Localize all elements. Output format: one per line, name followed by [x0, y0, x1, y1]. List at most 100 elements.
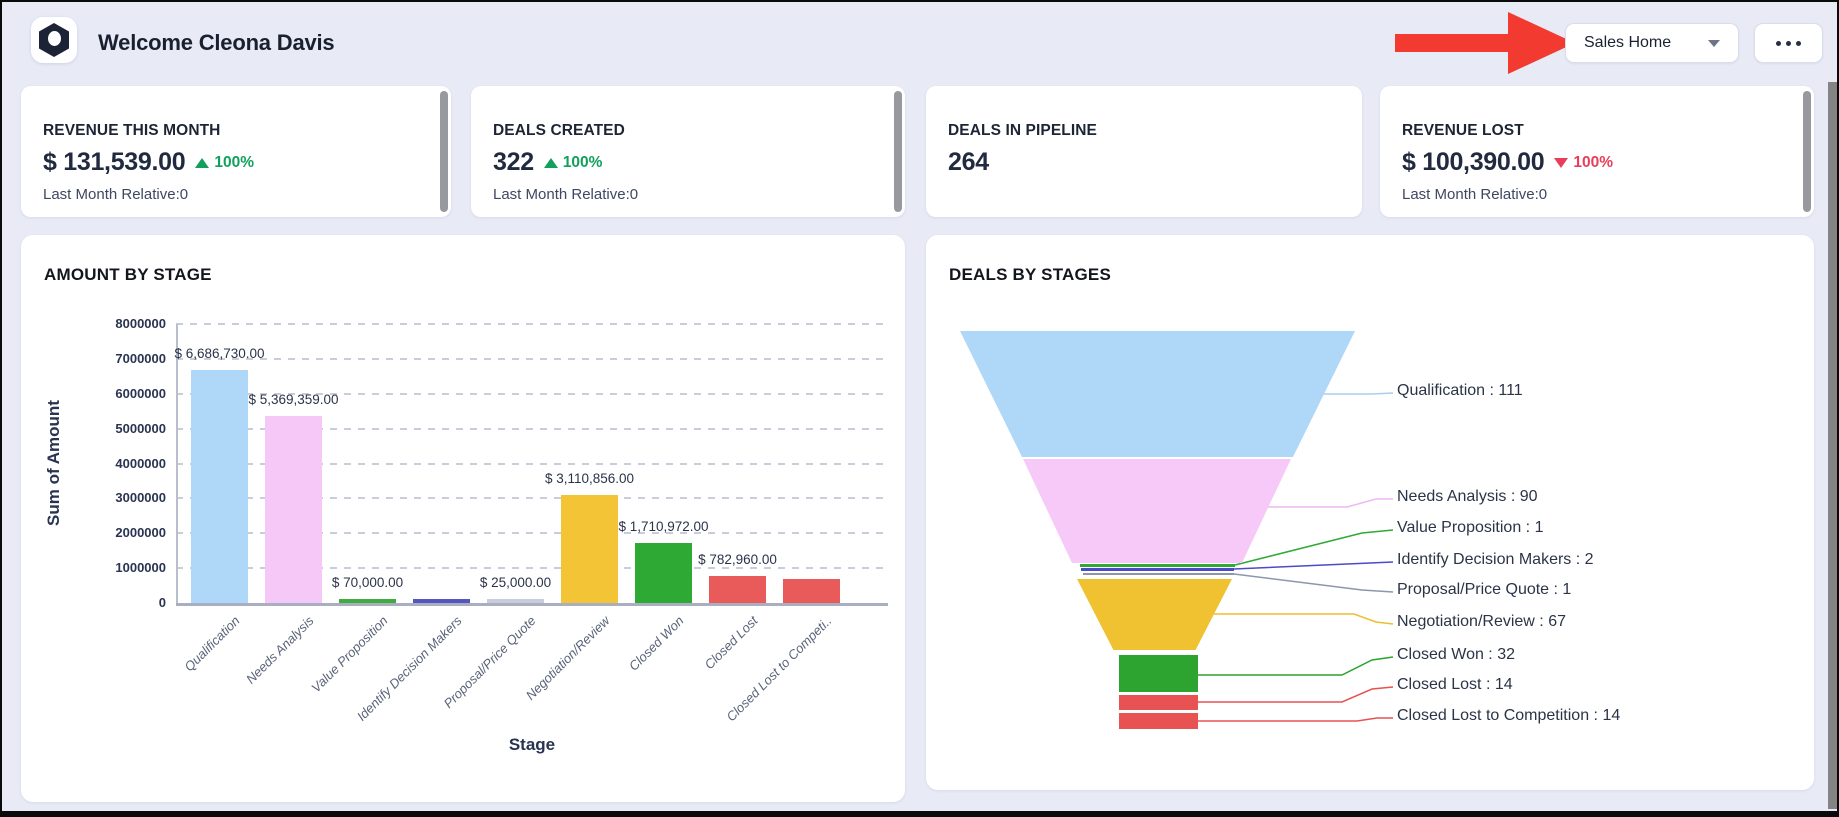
kpi-value: $ 131,539.00 — [43, 148, 186, 176]
bar-value-label: $ 3,110,856.00 — [544, 471, 635, 486]
funnel-label: Negotiation/Review : 67 — [1397, 613, 1566, 630]
y-tick-label: 1000000 — [115, 560, 166, 576]
bar-value-label: $ 25,000.00 — [479, 575, 552, 590]
gridline — [176, 392, 888, 395]
gridline — [176, 462, 888, 465]
kpi-relative-text: Last Month Relative:0 — [1402, 186, 1548, 203]
x-tick-label: Value Proposition — [307, 613, 391, 696]
funnel-segment-value-proposition[interactable] — [1080, 564, 1235, 567]
y-tick-label: 3000000 — [115, 490, 166, 506]
bar-value-proposition[interactable] — [339, 599, 396, 603]
sales-home-label: Sales Home — [1584, 34, 1672, 51]
funnel-segment-proposal-price-quote[interactable] — [1083, 573, 1234, 575]
funnel-label: Closed Won : 32 — [1397, 646, 1515, 663]
bar-qualification[interactable] — [191, 370, 248, 603]
card-scrollbar[interactable] — [440, 91, 448, 212]
bar-value-label: $ 5,369,359.00 — [248, 392, 339, 407]
x-tick-label: Closed Won — [625, 613, 687, 674]
trend-indicator: 100% — [195, 154, 254, 172]
bar-needs-analysis[interactable] — [265, 416, 322, 603]
bar-value-label: $ 6,686,730.00 — [174, 346, 265, 361]
kpi-title: DEALS CREATED — [493, 122, 625, 139]
y-tick-label: 2000000 — [115, 525, 166, 541]
gridline — [176, 357, 888, 360]
bar-identify-decision-makers[interactable] — [413, 599, 470, 603]
bar-value-label: $ 782,960.00 — [698, 552, 777, 567]
funnel-segment-closed-lost[interactable] — [1119, 695, 1198, 710]
triangle-up-icon — [543, 157, 558, 168]
y-tick-label: 8000000 — [115, 316, 166, 331]
x-tick-label: Closed Lost — [700, 613, 761, 673]
gridline — [176, 427, 888, 430]
kpi-value: 322 — [493, 148, 534, 176]
funnel-segment-qualification[interactable] — [960, 331, 1355, 457]
funnel-segment-needs-analysis[interactable] — [1023, 459, 1291, 563]
sales-home-dropdown-button[interactable]: Sales Home — [1565, 23, 1739, 63]
kpi-relative-text: Last Month Relative:0 — [43, 186, 189, 203]
kpi-card-deals-created: DEALS CREATED 322 100% Last Month Relati… — [471, 86, 905, 217]
amount-by-stage-chart-card: AMOUNT BY STAGE Sum of Amount Stage 0 100… — [21, 235, 905, 802]
funnel-label: Qualification : 111 — [1397, 382, 1523, 399]
x-tick-label: Negotiation/Review — [522, 613, 613, 703]
x-tick-label: Qualification — [180, 613, 243, 675]
hexagon-logo-icon — [39, 23, 69, 57]
y-tick-label: 7000000 — [115, 350, 166, 366]
page-title: Welcome Cleona Davis — [98, 30, 335, 55]
kpi-card-revenue-this-month: REVENUE THIS MONTH $ 131,539.00 100% Las… — [21, 86, 451, 217]
kpi-value: $ 100,390.00 — [1402, 148, 1545, 176]
more-options-button[interactable] — [1754, 23, 1823, 63]
deals-by-stages-chart-card: DEALS BY STAGES Qualification : 111 Needs… — [926, 235, 1814, 790]
chart-title: DEALS BY STAGES — [949, 265, 1112, 284]
x-axis-line — [176, 603, 888, 606]
bar-value-label: $ 1,710,972.00 — [618, 519, 709, 534]
funnel-segment-identify-decision-makers[interactable] — [1081, 568, 1234, 571]
bar-closed-lost-to-competi-[interactable] — [783, 579, 840, 603]
kpi-value: 264 — [948, 148, 989, 176]
kpi-relative-text: Last Month Relative:0 — [493, 186, 639, 203]
y-tick-label: 5000000 — [115, 420, 166, 436]
trend-indicator: 100% — [543, 154, 602, 172]
funnel-label: Closed Lost to Competition : 14 — [1397, 707, 1621, 724]
page-scrollbar[interactable] — [1828, 82, 1837, 809]
kpi-title: DEALS IN PIPELINE — [948, 122, 1097, 139]
ellipsis-icon — [1776, 40, 1781, 46]
x-axis-title: Stage — [508, 735, 556, 754]
card-scrollbar[interactable] — [1803, 91, 1811, 212]
x-tick-label: Needs Analysis — [242, 613, 317, 687]
funnel-leader-lines — [1198, 392, 1394, 722]
kpi-card-deals-in-pipeline: DEALS IN PIPELINE 264 — [926, 86, 1362, 217]
gridline — [176, 497, 888, 500]
y-tick-label: 6000000 — [115, 385, 166, 401]
y-axis-line — [176, 324, 178, 603]
gridline — [176, 323, 888, 325]
y-axis-title: Sum of Amount — [44, 400, 63, 526]
app-logo — [31, 17, 77, 63]
card-scrollbar[interactable] — [894, 91, 902, 212]
gridline — [176, 532, 888, 535]
y-tick-label: 0 — [158, 595, 166, 610]
kpi-title: REVENUE LOST — [1402, 122, 1524, 139]
triangle-down-icon — [1554, 157, 1569, 168]
bar-closed-lost[interactable] — [709, 576, 766, 603]
x-tick-label: Proposal/Price Quote — [440, 613, 539, 711]
chart-title: AMOUNT BY STAGE — [44, 265, 212, 284]
kpi-card-revenue-lost: REVENUE LOST $ 100,390.00 100% Last Mont… — [1380, 86, 1814, 217]
x-tick-label: Identify Decision Makers — [353, 613, 465, 724]
triangle-up-icon — [195, 157, 210, 168]
funnel-label: Identify Decision Makers : 2 — [1397, 551, 1594, 568]
chevron-down-icon — [1708, 39, 1720, 47]
funnel-label: Value Proposition : 1 — [1397, 519, 1544, 536]
x-tick-label: Closed Lost to Competi.. — [722, 613, 835, 725]
attention-arrow-icon — [1395, 12, 1575, 74]
bar-negotiation-review[interactable] — [561, 495, 618, 603]
funnel-label: Closed Lost : 14 — [1397, 676, 1513, 693]
funnel-segment-closed-won[interactable] — [1119, 655, 1198, 692]
bar-closed-won[interactable] — [635, 543, 692, 603]
trend-indicator: 100% — [1554, 154, 1613, 172]
funnel-segment-closed-lost-to-competition[interactable] — [1119, 713, 1198, 729]
kpi-title: REVENUE THIS MONTH — [43, 122, 221, 139]
bar-proposal-price-quote[interactable] — [487, 599, 544, 603]
y-tick-label: 4000000 — [115, 455, 166, 471]
funnel-label: Needs Analysis : 90 — [1397, 488, 1538, 505]
